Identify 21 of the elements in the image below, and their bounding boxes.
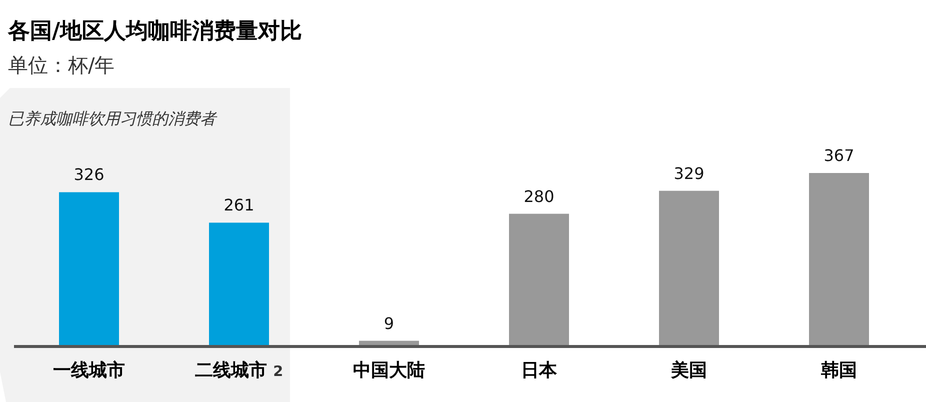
data-label: 9: [384, 314, 394, 333]
bar: [809, 173, 869, 345]
data-label: 329: [674, 164, 704, 183]
band-label: 已养成咖啡饮用习惯的消费者: [8, 109, 218, 128]
x-tick-label: 日本: [521, 360, 558, 381]
bar: [209, 222, 269, 345]
bar: [59, 192, 119, 345]
bar: [509, 214, 569, 345]
data-label: 261: [224, 196, 254, 215]
chart-title: 各国/地区人均咖啡消费量对比: [7, 19, 302, 44]
x-tick-label: 韩国: [820, 360, 857, 381]
data-label: 367: [824, 146, 854, 165]
bar: [359, 340, 419, 345]
data-label: 326: [74, 165, 104, 184]
x-tick-label: 中国大陆: [353, 360, 425, 381]
x-tick-label: 美国: [670, 360, 707, 381]
bar: [659, 190, 719, 345]
data-label: 280: [524, 186, 554, 206]
x-tick-label: 二线城市 2: [194, 360, 284, 381]
chart-subtitle: 单位：杯/年: [8, 53, 115, 77]
x-tick-label: 一线城市: [53, 360, 125, 381]
